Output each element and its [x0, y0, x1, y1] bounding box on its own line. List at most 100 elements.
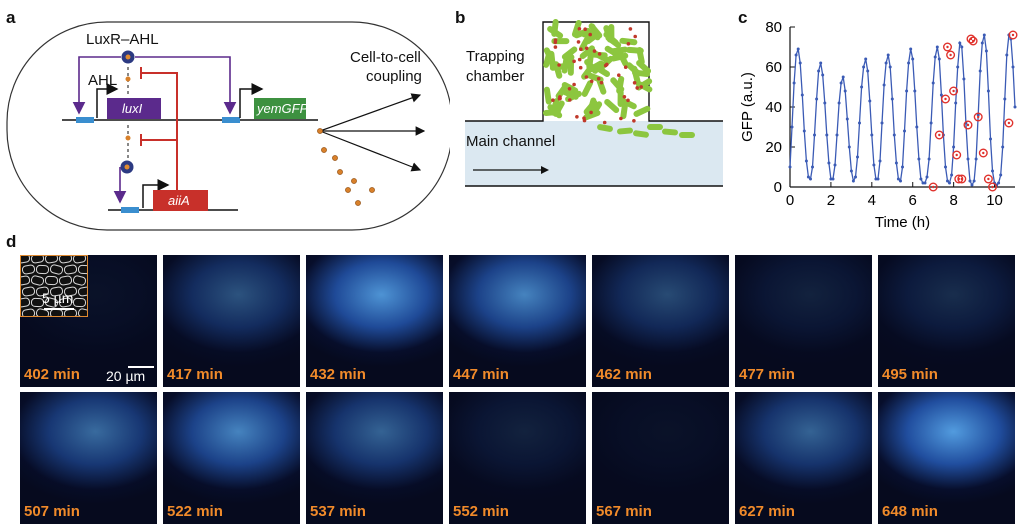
data-point-blue: [939, 93, 943, 97]
x-tick-label: 0: [786, 192, 794, 209]
microscopy-frame: 417 min: [163, 255, 300, 387]
data-point-red: [973, 112, 983, 122]
data-point-blue: [845, 117, 849, 121]
x-tick-label: 10: [986, 192, 1003, 209]
fluorescence-glow: [592, 392, 729, 524]
data-point-blue: [800, 93, 804, 97]
data-point-blue: [809, 177, 812, 181]
microscopy-frame: 462 min: [592, 255, 729, 387]
flow-arrow-head-icon: [541, 166, 549, 174]
data-point-blue: [870, 133, 874, 137]
ahl-dot: [584, 75, 589, 79]
ahl-dot: [579, 47, 583, 51]
data-point-blue: [790, 125, 794, 129]
ahl-label: AHL: [88, 72, 118, 89]
data-point-blue: [802, 129, 806, 133]
bacterium-cell: [610, 52, 629, 62]
data-point-blue: [923, 181, 927, 185]
data-point-blue: [796, 47, 800, 51]
data-point-blue: [819, 61, 823, 65]
microscopy-frame: 522 min: [163, 392, 300, 524]
frame-time-label: 627 min: [739, 503, 795, 520]
ahl-dot: [578, 65, 583, 70]
data-point-blue: [794, 53, 798, 57]
ahl-dot: [592, 49, 597, 53]
data-point-blue: [966, 157, 970, 161]
bacterium-cell: [605, 35, 622, 49]
ahl-dot: [583, 27, 587, 32]
fluorescence-glow: [163, 255, 300, 387]
data-point-blue: [880, 121, 884, 125]
microscopy-frame: 432 min: [306, 255, 443, 387]
bacterium-cell: [579, 34, 591, 52]
ahl-dot: [568, 98, 572, 102]
tss-arrow-icon: [142, 179, 170, 208]
coupling-label-line1: Cell-to-cell: [350, 49, 421, 66]
data-point-blue: [888, 65, 892, 69]
data-point-blue: [970, 183, 974, 187]
data-point-blue: [825, 133, 829, 137]
ahl-dot: [635, 86, 639, 90]
data-point-blue: [872, 163, 876, 167]
data-point-blue: [886, 53, 890, 57]
data-point-blue: [982, 33, 986, 37]
data-point-blue: [827, 161, 831, 165]
data-point-blue: [876, 177, 880, 181]
data-point-blue: [960, 45, 964, 49]
data-point-blue: [884, 61, 888, 65]
data-point-blue: [1013, 105, 1017, 109]
inset-scale-label: 5 µm: [42, 290, 74, 306]
ahl-dot: [584, 46, 589, 51]
frame-time-label: 495 min: [882, 366, 938, 383]
data-point-blue: [952, 145, 956, 149]
data-point-blue: [948, 181, 951, 185]
panel-b-diagram: [465, 18, 723, 187]
frame-time-label: 552 min: [453, 503, 509, 520]
data-point-blue: [878, 159, 882, 163]
data-point-blue: [978, 69, 982, 73]
ahl-dot: [557, 63, 561, 67]
microscopy-frame: 552 min: [449, 392, 586, 524]
bacterium-cell: [583, 109, 601, 121]
data-point-blue: [933, 55, 937, 59]
data-point-blue: [899, 179, 902, 183]
fluorescence-glow: [20, 392, 157, 524]
inset-zoom: [20, 255, 88, 317]
data-point-blue: [835, 133, 839, 137]
frame-time-label: 462 min: [596, 366, 652, 383]
data-point-red: [934, 130, 944, 140]
y-tick-label: 20: [765, 139, 782, 156]
bacterium-cell: [583, 99, 598, 115]
bacterium-cell: [596, 77, 607, 95]
gfp-promoter: [222, 117, 240, 123]
ahl-dot: [572, 82, 576, 87]
activation-arrow: [135, 56, 237, 115]
data-point-blue: [903, 129, 906, 133]
fluorescence-glow: [735, 255, 872, 387]
data-point-blue: [915, 125, 919, 129]
main-channel-label: Main channel: [466, 133, 556, 150]
data-point-blue: [815, 97, 819, 101]
aiiA-gene-label: aiiA: [168, 193, 190, 208]
panel-a-diagram: [6, 21, 450, 231]
data-point-red: [942, 42, 952, 52]
frame-time-label: 447 min: [453, 366, 509, 383]
frame-time-label: 507 min: [24, 503, 80, 520]
ahl-dot: [632, 81, 637, 85]
microscopy-frame: 507 min: [20, 392, 157, 524]
data-point-blue: [896, 177, 900, 181]
ahl-dot: [551, 98, 555, 102]
frame-time-label: 522 min: [167, 503, 223, 520]
fluorescence-glow: [306, 255, 443, 387]
data-point-blue: [984, 49, 988, 53]
data-point-blue: [804, 159, 808, 163]
data-point-blue: [882, 83, 886, 87]
data-point-blue: [860, 85, 864, 89]
panel-b-letter: b: [455, 8, 466, 27]
bacterium-cell: [547, 25, 564, 39]
bacterium-cell: [581, 64, 595, 80]
data-point-blue: [894, 161, 898, 165]
ahl-dot: [125, 76, 131, 82]
data-point-blue: [821, 73, 825, 77]
data-point-blue: [788, 165, 792, 169]
